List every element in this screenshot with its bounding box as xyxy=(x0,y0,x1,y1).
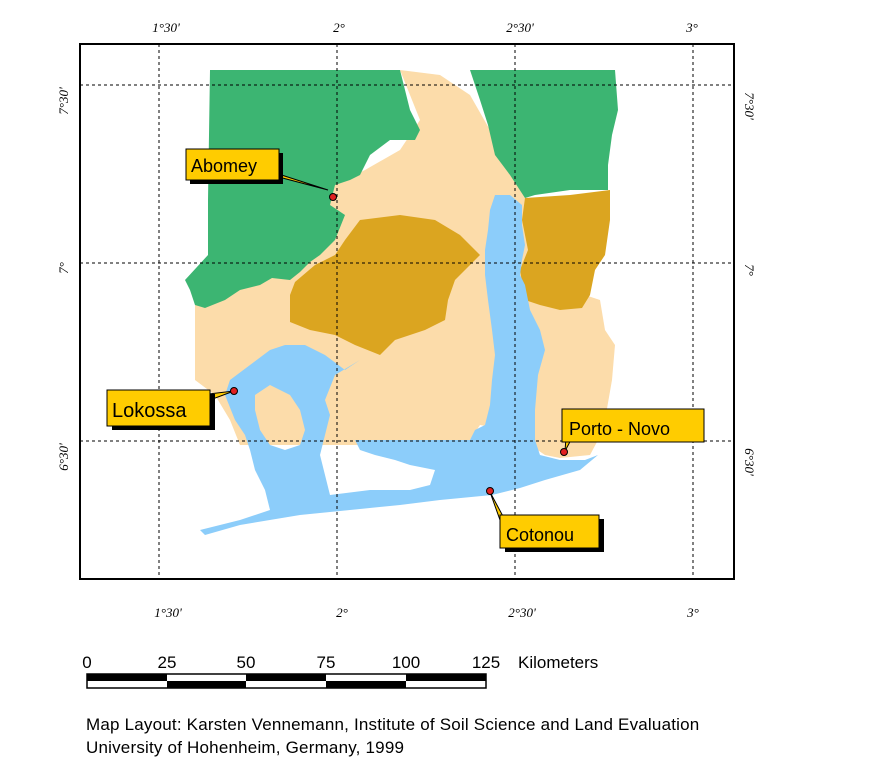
label-box xyxy=(106,389,211,427)
lon-label-bottom-3: 2°30' xyxy=(508,605,536,620)
region-lightblue xyxy=(200,195,598,535)
city-dot-porto-novo[interactable] xyxy=(560,448,568,456)
label-box xyxy=(561,408,705,443)
scale-segment xyxy=(87,674,167,681)
lon-label-top-4: 3° xyxy=(685,20,698,35)
label-box xyxy=(185,148,280,181)
scale-bar: 0 25 50 75 100 125 Kilometers xyxy=(82,653,598,689)
lat-label-left-1: 7°30' xyxy=(56,87,71,115)
lon-label-top-1: 1°30' xyxy=(152,20,180,35)
scale-tick-label: 125 xyxy=(472,653,500,672)
city-dot-cotonou[interactable] xyxy=(486,487,494,495)
city-dot-lokossa[interactable] xyxy=(230,387,238,395)
region-ochre-east xyxy=(520,190,610,310)
credit-line-1: Map Layout: Karsten Vennemann, Institute… xyxy=(86,715,700,734)
scale-segment xyxy=(406,674,486,681)
lat-label-left-2: 7° xyxy=(56,262,71,274)
scale-tick-label: 50 xyxy=(237,653,256,672)
city-label-lokossa: Lokossa xyxy=(112,400,187,422)
lon-label-top-2: 2° xyxy=(333,20,345,35)
city-label-porto-novo: Porto - Novo xyxy=(569,419,670,439)
scale-tick-label: 100 xyxy=(392,653,420,672)
lat-label-right-3: 6°30' xyxy=(742,448,757,476)
label-box xyxy=(499,514,600,549)
lat-label-left-3: 6°30' xyxy=(56,443,71,471)
scale-tick-label: 75 xyxy=(317,653,336,672)
lon-labels-top: 1°30' 2° 2°30' 3° xyxy=(152,20,698,35)
scale-segment xyxy=(167,681,246,688)
city-lokossa[interactable]: Lokossa xyxy=(106,387,238,431)
lat-labels-right: 7°30' 7° 6°30' xyxy=(742,92,757,476)
lon-label-bottom-1: 1°30' xyxy=(154,605,182,620)
city-label-abomey: Abomey xyxy=(191,156,257,176)
lat-labels-left: 7°30' 7° 6°30' xyxy=(56,87,71,471)
lat-label-right-2: 7° xyxy=(742,264,757,276)
land-regions xyxy=(185,70,618,535)
lon-label-bottom-4: 3° xyxy=(686,605,699,620)
scale-segment xyxy=(326,681,406,688)
scale-segment xyxy=(246,674,326,681)
credit-line-2: University of Hohenheim, Germany, 1999 xyxy=(86,738,405,757)
city-porto-novo[interactable]: Porto - Novo xyxy=(560,408,705,456)
city-dot-abomey[interactable] xyxy=(329,193,337,201)
lat-label-right-1: 7°30' xyxy=(742,92,757,120)
scale-tick-label: 0 xyxy=(82,653,91,672)
city-cotonou[interactable]: Cotonou xyxy=(486,487,605,553)
lon-label-bottom-2: 2° xyxy=(336,605,348,620)
city-abomey[interactable]: Abomey xyxy=(185,148,337,201)
lon-labels-bottom: 1°30' 2° 2°30' 3° xyxy=(154,605,699,620)
region-green xyxy=(185,70,618,308)
scale-unit: Kilometers xyxy=(518,653,598,672)
lon-label-top-3: 2°30' xyxy=(506,20,534,35)
scale-tick-label: 25 xyxy=(158,653,177,672)
city-label-cotonou: Cotonou xyxy=(506,525,574,545)
graticule-lines xyxy=(80,44,734,579)
